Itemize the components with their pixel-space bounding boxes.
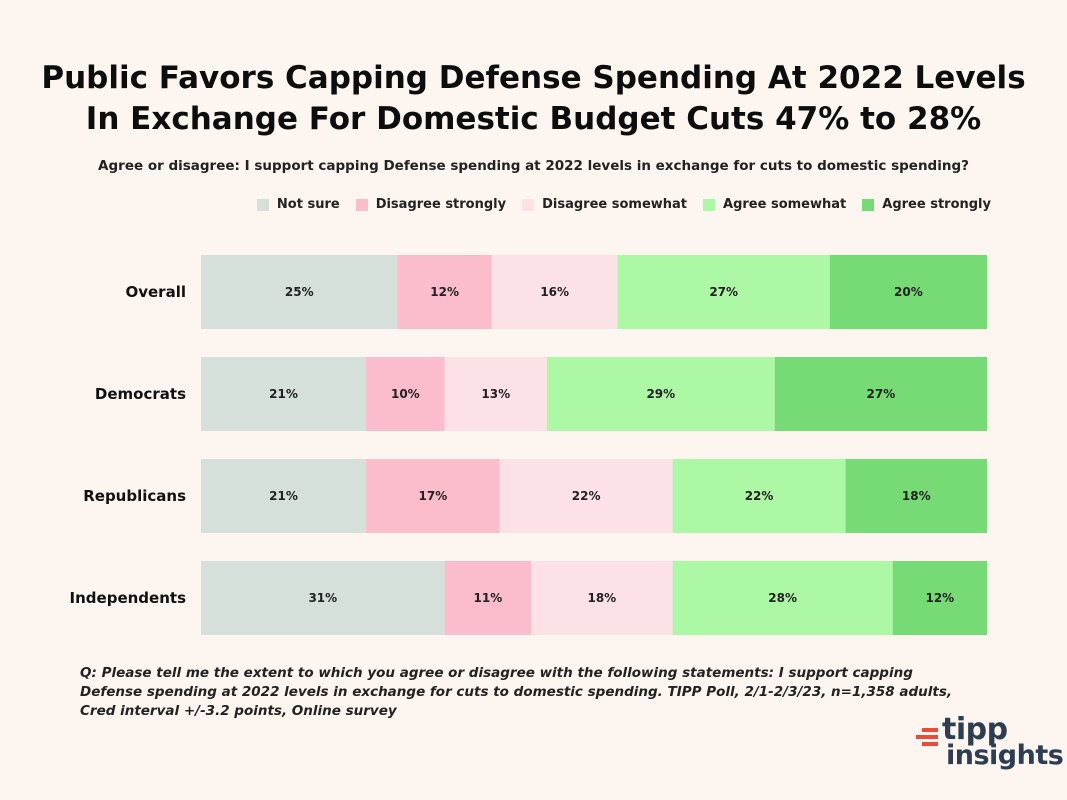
bar-segment (491, 255, 618, 329)
data-label: 22% (745, 489, 774, 503)
category-label: Democrats (95, 385, 186, 403)
legend-swatch (256, 198, 269, 211)
data-label: 12% (925, 591, 954, 605)
bar-segment (397, 255, 492, 329)
legend-item: Disagree strongly (355, 197, 507, 212)
bar-segment (531, 561, 673, 635)
bar-segment (201, 255, 398, 329)
data-label: 31% (308, 591, 337, 605)
legend-item: Not sure (256, 197, 340, 212)
legend-swatch (522, 198, 535, 211)
bar-segment (829, 255, 987, 329)
legend-label: Agree somewhat (723, 197, 847, 212)
logo-text-insights: insights (946, 740, 1064, 771)
bar-segment (499, 459, 673, 533)
bar-segment (444, 561, 532, 635)
chart-subtitle: Agree or disagree: I support capping Def… (98, 158, 969, 174)
bar-segment (892, 561, 987, 635)
category-label: Republicans (83, 487, 186, 505)
legend-label: Disagree strongly (375, 197, 507, 212)
bar-segment (672, 561, 893, 635)
chart-title: Public Favors Capping Defense Spending A… (0, 58, 1067, 140)
data-label: 13% (481, 387, 510, 401)
logo-text-tipp: tipp (942, 712, 1008, 747)
legend-label: Agree strongly (882, 197, 991, 212)
bar-segment (546, 357, 775, 431)
chart-title-line-1: Public Favors Capping Defense Spending A… (41, 60, 1026, 96)
data-label: 18% (902, 489, 931, 503)
data-label: 27% (709, 285, 738, 299)
data-label: 20% (894, 285, 923, 299)
bar-segment (201, 459, 367, 533)
data-label: 29% (646, 387, 675, 401)
bar-segment (366, 357, 445, 431)
logo-mark-icon (916, 728, 938, 746)
legend-label: Disagree somewhat (542, 197, 688, 212)
legend-item: Agree strongly (862, 197, 991, 212)
category-label: Independents (70, 589, 187, 607)
data-label: 12% (430, 285, 459, 299)
bar-segment (201, 561, 445, 635)
data-label: 11% (474, 591, 503, 605)
bar-segment (366, 459, 500, 533)
legend-item: Disagree somewhat (522, 197, 687, 212)
bar-segment (444, 357, 547, 431)
bar-segment (201, 357, 367, 431)
data-label: 21% (269, 387, 298, 401)
data-label: 18% (587, 591, 616, 605)
category-label: Overall (125, 283, 186, 301)
data-label: 21% (269, 489, 298, 503)
data-label: 25% (285, 285, 314, 299)
legend-label: Not sure (276, 197, 340, 212)
legend: Not sure Disagree strongly Disagree somewh… (256, 197, 991, 212)
data-label: 27% (867, 387, 896, 401)
footnote: Q: Please tell me the extent to which yo… (80, 665, 953, 719)
data-label: 10% (391, 387, 420, 401)
chart-title-line-2: In Exchange For Domestic Budget Cuts 47%… (85, 101, 982, 137)
bar-segment (774, 357, 987, 431)
legend-swatch (355, 198, 368, 211)
tipp-insights-logo: tipp insights (912, 712, 1064, 778)
data-label: 17% (419, 489, 448, 503)
legend-swatch (862, 198, 875, 211)
data-label: 28% (768, 591, 797, 605)
legend-swatch (703, 198, 716, 211)
bar-segment (617, 255, 830, 329)
bar-segment (845, 459, 987, 533)
data-label: 22% (572, 489, 601, 503)
legend-item: Agree somewhat (703, 197, 846, 212)
bar-segment (672, 459, 846, 533)
data-label: 16% (540, 285, 569, 299)
